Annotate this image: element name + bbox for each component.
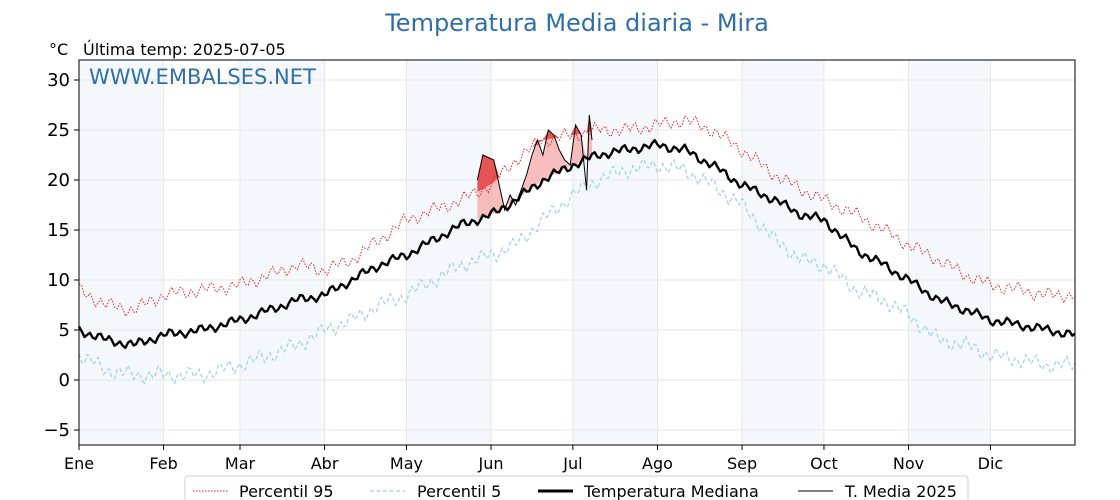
y-tick-label: 20 (47, 170, 70, 191)
watermark: WWW.EMBALSES.NET (89, 65, 316, 89)
legend-label-median: Temperatura Mediana (583, 482, 759, 500)
x-tick-label-May: May (390, 454, 423, 473)
last-temp-label: Última temp: 2025-07-05 (83, 40, 286, 59)
legend-box (184, 475, 969, 500)
month-band-Nov (908, 60, 991, 445)
legend: Percentil 95 Percentil 5 Temperatura Med… (184, 475, 969, 500)
series-line-p95 (78, 115, 1076, 318)
x-tick-label-Feb: Feb (149, 454, 177, 473)
x-tick-label-Dic: Dic (978, 454, 1004, 473)
y-unit-label: °C (49, 40, 68, 59)
y-tick-label: 5 (59, 320, 70, 341)
fill-above-median (477, 115, 593, 220)
x-tick-label-Ene: Ene (64, 454, 94, 473)
series-line-median (77, 138, 1076, 349)
y-tick-label: 15 (47, 220, 70, 241)
month-band-Ene (79, 60, 164, 445)
fill-above-p95 (477, 115, 593, 192)
x-tick-label-Oct: Oct (810, 454, 838, 473)
y-tick-label: 0 (59, 370, 70, 391)
x-tick-label-Nov: Nov (893, 454, 924, 473)
y-tick-label: −5 (43, 420, 70, 441)
y-tick-label: 30 (47, 70, 70, 91)
anomaly-fills (477, 115, 593, 220)
legend-label-p95: Percentil 95 (239, 482, 334, 500)
x-tick-label-Ago: Ago (642, 454, 673, 473)
y-tick-label: 25 (47, 120, 70, 141)
legend-label-2025: T. Media 2025 (844, 482, 957, 500)
x-tick-label-Abr: Abr (311, 454, 339, 473)
y-tick-label: 10 (47, 270, 70, 291)
y-axis-ticks: −5 0 5 10 15 20 25 30 (43, 70, 79, 441)
x-tick-label-Jun: Jun (478, 454, 504, 473)
month-band-May (406, 60, 492, 445)
month-band-Jul (572, 60, 658, 445)
series-lines (77, 114, 1076, 386)
month-bands (79, 60, 991, 445)
series-line-2025 (476, 114, 593, 212)
series-line-p5 (78, 157, 1076, 386)
legend-label-p5: Percentil 5 (417, 482, 501, 500)
x-axis-ticks: Ene Feb Mar Abr May Jun Jul Ago Sep Oct Nov Dic (64, 445, 1003, 473)
x-tick-label-Sep: Sep (727, 454, 757, 473)
chart-title: Temperatura Media diaria - Mira (384, 9, 769, 37)
grid-lines (78, 60, 1075, 445)
plot-frame (78, 59, 1076, 446)
month-band-Sep (742, 60, 824, 445)
x-tick-label-Jul: Jul (562, 454, 582, 473)
x-tick-label-Mar: Mar (225, 454, 256, 473)
month-band-Mar (239, 60, 325, 445)
